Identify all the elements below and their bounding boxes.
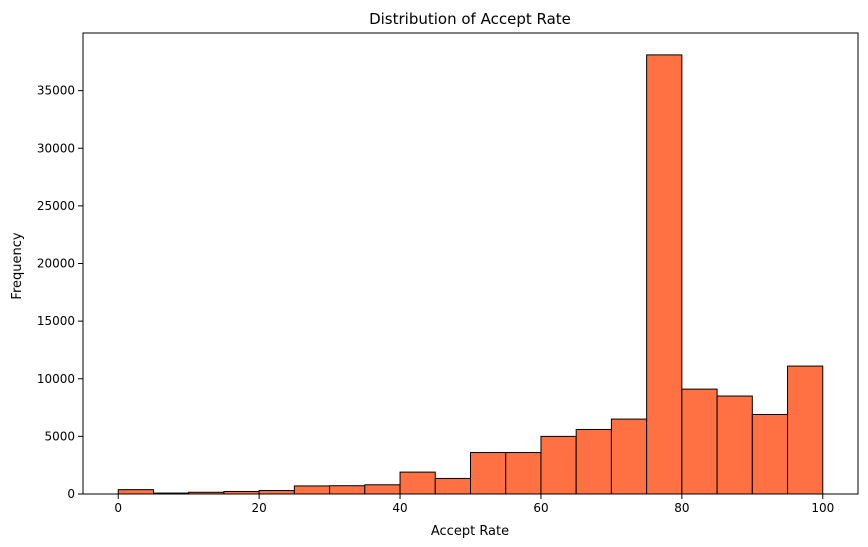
y-axis-label: Frequency <box>10 232 25 299</box>
x-tick-label: 80 <box>674 501 689 515</box>
y-tick-label: 0 <box>67 487 75 501</box>
y-tick-label: 10000 <box>37 372 75 386</box>
y-tick-label: 5000 <box>44 429 75 443</box>
histogram-bar <box>329 485 366 495</box>
histogram-bar <box>787 365 824 495</box>
x-tick-label: 0 <box>114 501 122 515</box>
histogram-bar <box>470 452 507 495</box>
histogram-bar <box>293 485 331 495</box>
histogram-bar <box>258 490 295 495</box>
y-tick-label: 20000 <box>37 257 75 271</box>
histogram-bar <box>610 418 648 495</box>
x-axis-label: Accept Rate <box>431 524 509 539</box>
histogram-bar <box>505 452 542 495</box>
histogram-bar <box>364 484 401 495</box>
x-tick-label: 100 <box>811 501 834 515</box>
x-tick-label: 20 <box>251 501 266 515</box>
x-tick-label: 40 <box>392 501 407 515</box>
histogram-bar <box>117 489 154 495</box>
histogram-bar <box>575 428 612 495</box>
histogram-bar <box>716 395 753 495</box>
histogram-bar <box>540 435 577 495</box>
x-tick-label: 60 <box>533 501 548 515</box>
y-tick-label: 35000 <box>37 84 75 98</box>
y-tick-label: 15000 <box>37 314 75 328</box>
histogram-bar <box>399 471 436 495</box>
histogram-bar <box>646 54 683 495</box>
chart-title: Distribution of Accept Rate <box>369 10 571 28</box>
y-tick-label: 30000 <box>37 141 75 155</box>
histogram-bar <box>681 388 718 495</box>
y-tick-label: 25000 <box>37 199 75 213</box>
histogram-bar <box>751 413 789 495</box>
histogram-bar <box>434 477 472 495</box>
plot-area: 0 20 40 60 80 100 0 5000 10000 15000 20000 25000 300… <box>37 32 859 515</box>
